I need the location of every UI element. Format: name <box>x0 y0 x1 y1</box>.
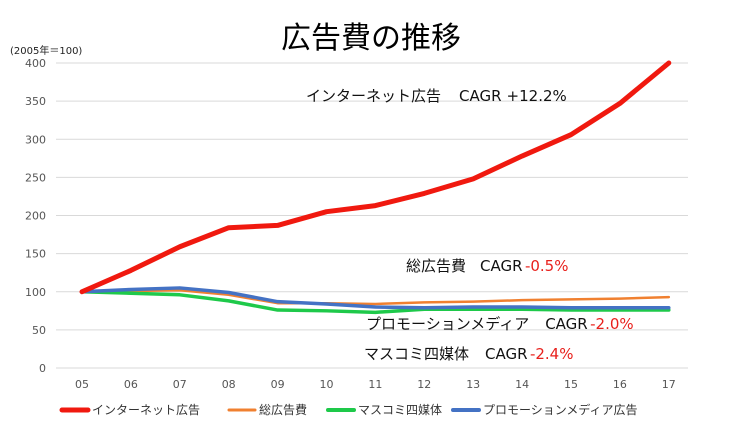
annotation-promotion-cagr-prefix: CAGR <box>545 315 587 333</box>
series-lines <box>79 60 672 315</box>
x-tick-label: 16 <box>613 378 627 391</box>
x-tick-label: 06 <box>124 378 138 391</box>
unit-label: (2005年＝100) <box>10 44 82 57</box>
legend: インターネット広告 総広告費 マスコミ四媒体 プロモーションメディア広告 <box>59 402 638 417</box>
legend-label: プロモーションメディア広告 <box>483 402 638 417</box>
y-tick-label: 100 <box>25 286 46 299</box>
x-tick-label: 05 <box>75 378 89 391</box>
series-line-1 <box>80 288 671 306</box>
y-tick-label: 150 <box>25 248 46 261</box>
x-tick-label: 17 <box>662 378 676 391</box>
annotation-total-label: 総広告費 <box>406 257 466 275</box>
y-tick-label: 200 <box>25 210 46 223</box>
annotation-mass-label: マスコミ四媒体 <box>364 345 469 363</box>
series-line-0 <box>79 60 672 295</box>
annotation-internet: インターネット広告 CAGR +12.2% <box>306 87 567 105</box>
y-tick-label: 400 <box>25 57 46 70</box>
legend-label: マスコミ四媒体 <box>358 403 442 417</box>
x-tick-label: 09 <box>271 378 285 391</box>
x-tick-label: 15 <box>564 378 578 391</box>
x-tick-label: 12 <box>417 378 431 391</box>
x-tick-label: 08 <box>222 378 236 391</box>
x-tick-label: 10 <box>320 378 334 391</box>
chart-title: 広告費の推移 <box>281 21 461 56</box>
annotation-promotion: プロモーションメディア CAGR -2.0% <box>366 315 634 333</box>
annotation-total: 総広告費 CAGR -0.5% <box>406 257 568 275</box>
legend-label: 総広告費 <box>259 402 307 417</box>
y-tick-label: 250 <box>25 171 46 184</box>
annotation-mass-cagr-prefix: CAGR <box>485 345 527 363</box>
series-line-3 <box>80 286 671 310</box>
y-tick-label: 350 <box>25 95 46 108</box>
legend-label: インターネット広告 <box>92 403 200 417</box>
annotation-total-cagr-value: -0.5% <box>525 257 569 275</box>
annotation-internet-label: インターネット広告 <box>306 87 441 105</box>
x-tick-label: 14 <box>515 378 529 391</box>
annotation-total-cagr-prefix: CAGR <box>480 257 522 275</box>
annotation-promotion-cagr-value: -2.0% <box>590 315 634 333</box>
y-tick-label: 50 <box>32 324 46 337</box>
y-tick-label: 300 <box>25 133 46 146</box>
y-tick-label: 0 <box>39 362 46 375</box>
annotation-internet-cagr-value: +12.2% <box>507 87 567 105</box>
x-tick-label: 07 <box>173 378 187 391</box>
x-axis-ticks: 05 06 07 08 09 10 11 12 13 14 15 16 17 <box>75 378 676 391</box>
x-tick-label: 13 <box>466 378 480 391</box>
annotation-mass-cagr-value: -2.4% <box>530 345 574 363</box>
x-tick-label: 11 <box>368 378 382 391</box>
series-line-2 <box>80 290 671 315</box>
annotation-mass: マスコミ四媒体 CAGR -2.4% <box>364 345 573 363</box>
annotation-promotion-label: プロモーションメディア <box>366 315 529 333</box>
annotation-internet-cagr-prefix: CAGR <box>459 87 502 105</box>
y-axis-ticks: 0 50 100 150 200 250 300 350 400 <box>25 57 46 375</box>
